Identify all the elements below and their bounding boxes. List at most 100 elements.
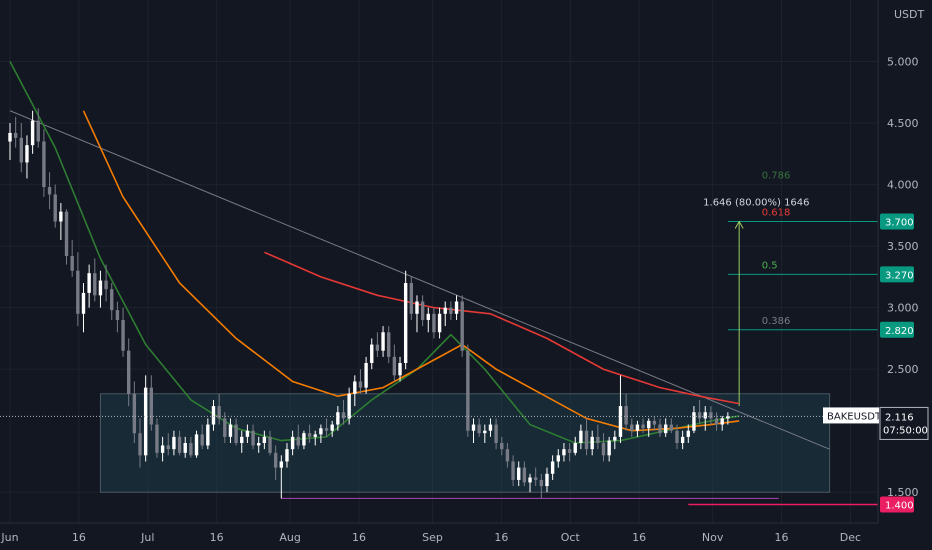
- candle-body: [669, 424, 674, 431]
- fib-level-label: 0.5: [762, 260, 778, 271]
- candle-body: [398, 363, 402, 376]
- candle-body: [686, 430, 690, 437]
- y-tick-label: 2.500: [887, 363, 919, 376]
- symbol-label: BAKEUSDT: [827, 411, 882, 422]
- candle-body: [115, 310, 120, 320]
- x-tick-label: Nov: [702, 531, 724, 544]
- x-tick-label: Dec: [840, 531, 861, 544]
- candle-body: [635, 424, 640, 431]
- candle-body: [601, 443, 606, 456]
- candle-body: [257, 443, 261, 446]
- y-tick-label: 1.500: [887, 486, 919, 499]
- x-tick-label: 16: [632, 531, 646, 544]
- fib-level-label: 0.618: [762, 208, 791, 219]
- x-tick-label: Aug: [279, 531, 300, 544]
- candle-body: [70, 255, 74, 271]
- candle-body: [319, 428, 323, 435]
- candle-body: [296, 436, 300, 446]
- candle-body: [336, 412, 340, 425]
- candle-body: [658, 424, 662, 434]
- candle-body: [324, 428, 329, 431]
- candle-body: [505, 449, 510, 462]
- candle-body: [240, 436, 244, 444]
- consolidation-box: [99, 393, 831, 493]
- candle-body: [160, 445, 165, 453]
- candle-body: [206, 424, 210, 446]
- candle-body: [307, 433, 312, 437]
- candle-body: [630, 424, 634, 431]
- candle-body: [647, 420, 651, 429]
- candle-body: [42, 141, 46, 188]
- candle-body: [273, 452, 278, 468]
- candle-body: [567, 449, 572, 453]
- candle-body: [692, 412, 696, 431]
- candle-body: [53, 194, 57, 222]
- x-tick-label: Sep: [422, 531, 443, 544]
- candle-body: [172, 436, 176, 450]
- moving-average-line: [264, 251, 740, 405]
- candle-body: [726, 416, 730, 419]
- candle-body: [251, 430, 255, 446]
- time-axis-bg: [0, 523, 932, 550]
- candle-body: [143, 387, 148, 456]
- candle-body: [494, 424, 498, 444]
- candle-body: [76, 270, 80, 314]
- candle-body: [697, 412, 702, 419]
- candle-body: [353, 381, 357, 394]
- candle-body: [466, 350, 470, 431]
- candle-body: [347, 393, 351, 419]
- candle-body: [590, 436, 594, 450]
- candle-body: [217, 406, 221, 419]
- countdown-text: 07:50:00: [883, 425, 928, 436]
- candle-body: [330, 424, 334, 431]
- candle-body: [8, 132, 12, 142]
- symbol-label-box: [823, 407, 879, 424]
- candle-body: [500, 443, 504, 450]
- candle-body: [573, 443, 577, 453]
- candle-body: [522, 467, 527, 483]
- candle-body: [36, 120, 40, 142]
- candle-body: [709, 412, 713, 419]
- price-label-box: [880, 266, 914, 283]
- candle-body: [381, 332, 385, 351]
- candle-body: [183, 443, 187, 453]
- candle-body: [234, 424, 238, 444]
- candle-body: [166, 445, 170, 450]
- candle-body: [200, 434, 204, 446]
- candle-body: [443, 307, 447, 314]
- candle-body: [127, 350, 131, 394]
- candle-body: [81, 292, 86, 314]
- candle-body: [680, 436, 685, 444]
- candle-body: [437, 313, 442, 333]
- candle-body: [618, 406, 623, 437]
- x-tick-label: 16: [494, 531, 508, 544]
- x-tick-label: Oct: [561, 531, 581, 544]
- candle-body: [652, 420, 657, 425]
- candle-body: [370, 344, 374, 364]
- candle-body: [471, 424, 476, 431]
- candle-body: [279, 461, 284, 468]
- current-price-text: 2.116: [885, 412, 914, 423]
- y-tick-label: 4.500: [887, 117, 919, 130]
- candle-body: [149, 387, 154, 425]
- candle-body: [13, 132, 18, 138]
- candle-body: [703, 412, 707, 419]
- x-tick-label: 16: [210, 531, 224, 544]
- candle-body: [47, 187, 52, 195]
- x-tick-label: 16: [72, 531, 86, 544]
- candle-body: [19, 137, 24, 163]
- candle-body: [477, 424, 481, 434]
- current-price-box: [879, 406, 929, 440]
- candle-body: [110, 289, 114, 311]
- currency-label: USDT: [894, 8, 925, 21]
- x-tick-label: 16: [775, 531, 789, 544]
- price-label-box: [880, 213, 914, 230]
- candle-body: [663, 424, 668, 434]
- candle-body: [533, 477, 538, 480]
- candle-body: [364, 363, 368, 388]
- candle-body: [528, 477, 532, 483]
- candle-body: [132, 393, 137, 434]
- candle-body: [341, 412, 346, 419]
